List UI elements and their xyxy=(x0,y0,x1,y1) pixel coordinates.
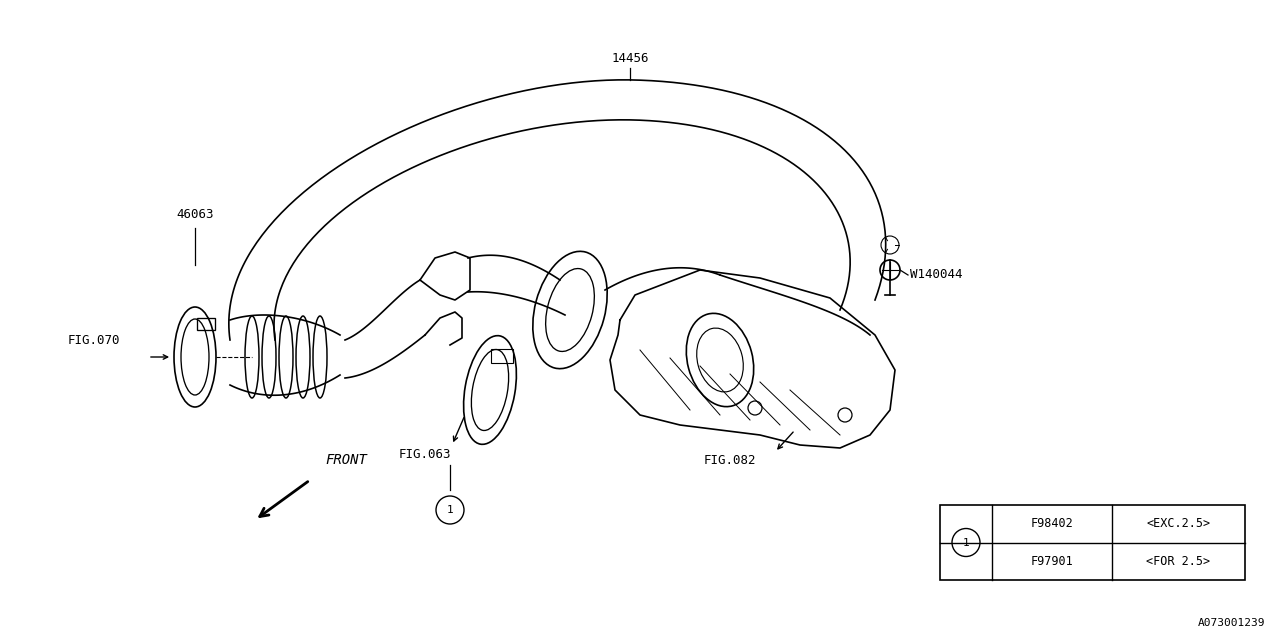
Text: FIG.063: FIG.063 xyxy=(399,449,452,461)
Text: FIG.070: FIG.070 xyxy=(68,333,120,346)
Bar xyxy=(197,318,215,330)
Text: <EXC.2.5>: <EXC.2.5> xyxy=(1147,517,1211,531)
Text: 14456: 14456 xyxy=(612,51,649,65)
Text: F98402: F98402 xyxy=(1030,517,1074,531)
Text: W140044: W140044 xyxy=(910,269,963,282)
Text: 46063: 46063 xyxy=(177,209,214,221)
Text: 1: 1 xyxy=(447,505,453,515)
Text: F97901: F97901 xyxy=(1030,555,1074,568)
Text: FRONT: FRONT xyxy=(325,453,367,467)
Text: 1: 1 xyxy=(963,538,969,547)
Text: <FOR 2.5>: <FOR 2.5> xyxy=(1147,555,1211,568)
Text: FIG.082: FIG.082 xyxy=(704,454,756,467)
Bar xyxy=(940,505,1245,580)
Text: A073001239: A073001239 xyxy=(1198,618,1265,628)
